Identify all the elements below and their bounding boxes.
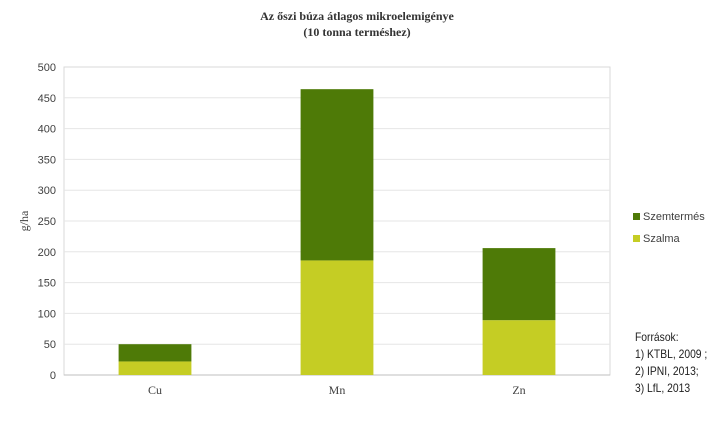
y-tick-label-400: 400 (38, 124, 56, 136)
bar-cu-szemtermés (118, 344, 192, 362)
chart-subtitle: (10 tonna terméshez) (303, 25, 410, 39)
bar-zn-szalma (482, 320, 556, 375)
bar-zn-szemtermés (482, 248, 556, 321)
y-axis-ticks: 0 50 100 150 200 250 300 350 400 450 500 (38, 62, 56, 382)
legend-swatch-szalma (633, 235, 640, 242)
source-line-2: 2) IPNI, 2013; (635, 364, 699, 378)
x-tick-label-zn: Zn (512, 383, 525, 397)
legend-swatch-szemtermés (633, 213, 640, 220)
chart-title: Az őszi búza átlagos mikroelemigénye (260, 9, 454, 23)
legend-label-szemtermés: Szemtermés (643, 211, 705, 223)
legend: Szemtermés Szalma (633, 211, 705, 245)
bars (118, 89, 556, 375)
bar-mn-szemtermés (300, 89, 374, 261)
x-tick-label-mn: Mn (329, 383, 346, 397)
y-tick-label-500: 500 (38, 62, 56, 74)
sources-note: Források: 1) KTBL, 2009 ; 2) IPNI, 2013;… (635, 329, 707, 397)
y-axis-label: g/ha (17, 210, 31, 231)
sources-heading: Források: (635, 330, 679, 344)
y-tick-label-250: 250 (38, 216, 56, 228)
y-tick-label-300: 300 (38, 185, 56, 197)
bar-cu-szalma (118, 361, 192, 375)
bar-mn-szalma (300, 260, 374, 375)
y-tick-label-350: 350 (38, 154, 56, 166)
y-tick-label-100: 100 (38, 308, 56, 320)
y-tick-label-0: 0 (50, 370, 56, 382)
y-tick-label-50: 50 (44, 339, 56, 351)
source-line-1: 1) KTBL, 2009 ; (635, 347, 708, 361)
x-tick-label-cu: Cu (148, 383, 162, 397)
y-tick-label-200: 200 (38, 247, 56, 259)
x-axis-ticks: Cu Mn Zn (148, 383, 526, 397)
legend-label-szalma: Szalma (643, 233, 681, 245)
source-line-3: 3) LfL, 2013 (635, 381, 691, 395)
y-tick-label-450: 450 (38, 93, 56, 105)
y-tick-label-150: 150 (38, 278, 56, 290)
